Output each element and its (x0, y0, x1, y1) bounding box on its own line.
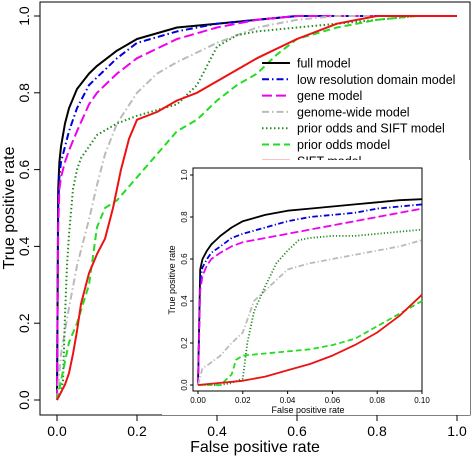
main-y-ticks: 0.0 0.2 0.4 0.6 0.8 1.0 (16, 6, 40, 410)
inset-y-tick-label: 0.0 (180, 379, 189, 391)
main-x-tick-label: 0.8 (367, 423, 387, 439)
inset-background (162, 160, 470, 415)
inset-y-tick-label: 0.4 (180, 295, 189, 307)
main-y-tick-label: 0.4 (16, 236, 32, 256)
main-series-lines (56, 15, 457, 401)
inset-x-tick-label: 0.06 (325, 396, 341, 405)
legend-label-prior-odds-and-sift-model: prior odds and SIFT model (297, 122, 445, 136)
inset-x-tick-label: 0.00 (190, 396, 206, 405)
inset-series-sift-model (197, 294, 423, 386)
inset-series-full-model (197, 198, 423, 386)
legend: full model low resolution domain model gen… (262, 57, 455, 168)
main-series-prior-odds-model (56, 15, 457, 401)
legend-label-gene-model: gene model (297, 89, 362, 103)
legend-label-full-model: full model (297, 57, 351, 71)
main-series-low-resolution-domain-model (56, 15, 457, 401)
inset-series-gene-model (197, 207, 423, 386)
main-y-tick-label: 0.8 (16, 83, 32, 103)
legend-label-genome-wide-model: genome-wide model (297, 105, 410, 119)
inset-series-genome-wide-model (197, 239, 423, 386)
inset-y-axis-label: True positive rate (167, 245, 177, 314)
inset-x-tick-label: 0.04 (280, 396, 296, 405)
main-y-tick-label: 0.6 (16, 160, 32, 180)
inset-y-tick-label: 1.0 (180, 169, 189, 181)
main-y-tick-label: 1.0 (16, 6, 32, 26)
inset-series-lines (197, 198, 423, 386)
inset-y-tick-label: 0.2 (180, 337, 189, 349)
inset-x-tick-label: 0.08 (369, 396, 385, 405)
main-x-tick-label: 0.4 (207, 423, 227, 439)
main-y-axis-label: True positive rate (1, 146, 18, 269)
inset-x-axis-label: False positive rate (271, 405, 344, 415)
inset-x-tick-label: 0.02 (235, 396, 251, 405)
main-series-sift-model (56, 15, 457, 401)
main-series-genome-wide-model (56, 15, 457, 401)
inset-y-tick-label: 0.8 (180, 211, 189, 223)
legend-label-prior-odds-model: prior odds model (297, 138, 390, 152)
main-x-ticks: 0.0 0.2 0.4 0.6 0.8 1.0 (47, 415, 467, 439)
legend-label-low-resolution-domain-model: low resolution domain model (297, 73, 455, 87)
inset-x-tick-label: 0.10 (414, 396, 430, 405)
main-x-tick-label: 0.2 (127, 423, 147, 439)
inset-plot-frame (192, 167, 423, 392)
main-x-tick-label: 0.6 (287, 423, 307, 439)
main-x-axis-label: False positive rate (190, 439, 320, 456)
inset-series-prior-odds-model (198, 300, 423, 386)
main-y-tick-label: 0.2 (16, 313, 32, 333)
inset-y-ticks: 0.0 0.2 0.4 0.6 0.8 1.0 (180, 169, 193, 391)
main-y-tick-label: 0.0 (16, 390, 32, 410)
main-x-tick-label: 1.0 (447, 423, 467, 439)
main-x-tick-label: 0.0 (47, 423, 67, 439)
inset-x-ticks: 0.00 0.02 0.04 0.06 0.08 0.10 (190, 391, 430, 405)
inset-y-tick-label: 0.6 (180, 253, 189, 265)
